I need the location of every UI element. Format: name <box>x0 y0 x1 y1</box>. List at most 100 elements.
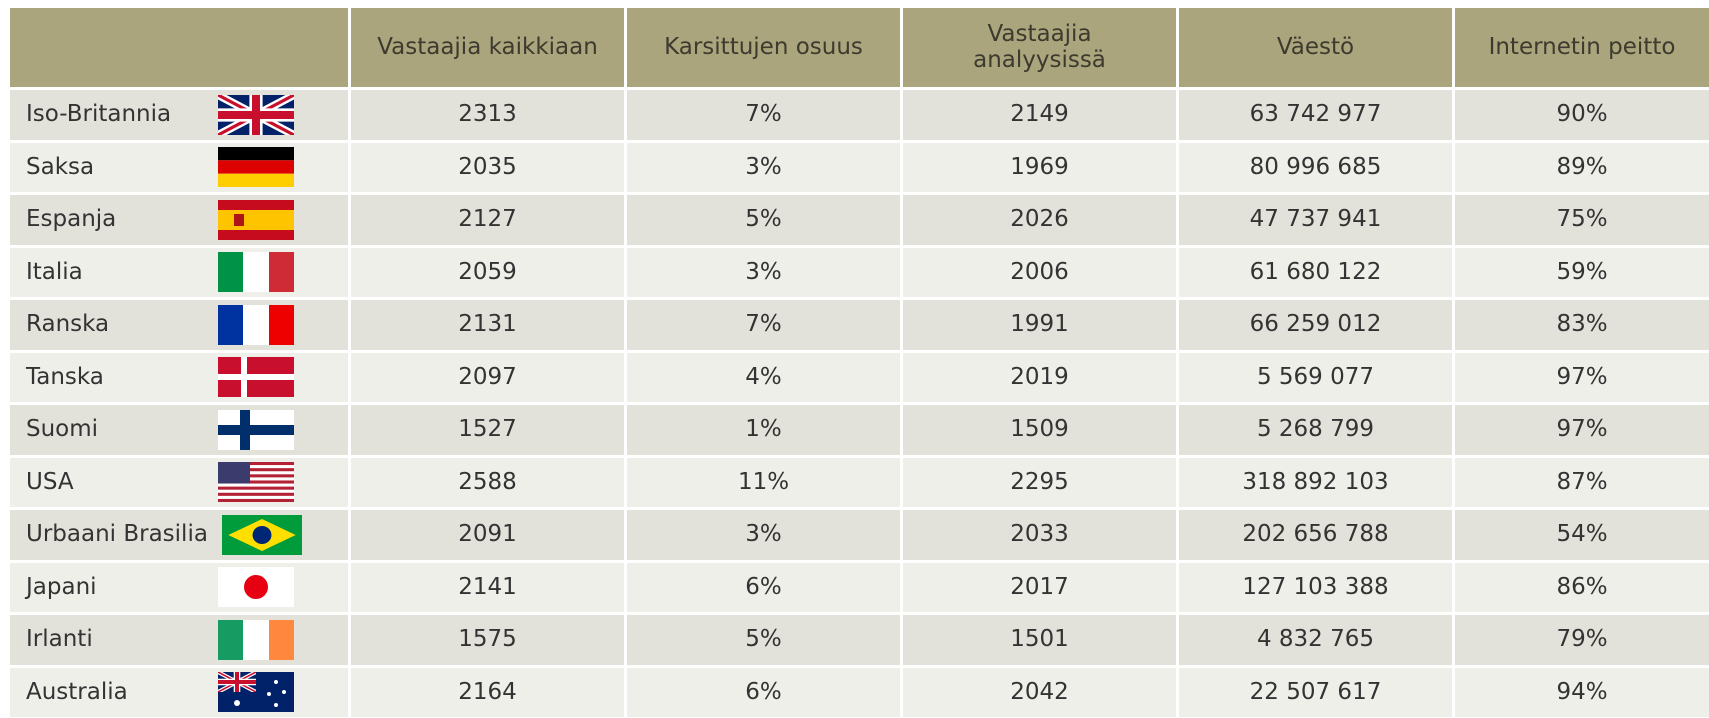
data-cell: 1% <box>627 405 900 455</box>
country-cell: Espanja <box>10 195 348 245</box>
data-cell: 1575 <box>351 615 624 665</box>
cell-text: 2295 <box>1010 468 1069 495</box>
cell-text: 202 656 788 <box>1242 521 1389 548</box>
cell-text: 2035 <box>458 153 517 180</box>
cell-text: 3% <box>745 258 782 285</box>
data-cell: 7% <box>627 90 900 140</box>
flag-icon <box>218 199 294 240</box>
data-cell: 80 996 685 <box>1179 142 1452 192</box>
data-cell: 2149 <box>903 90 1176 140</box>
cell-text: 2026 <box>1010 206 1069 233</box>
cell-text: 3% <box>745 521 782 548</box>
data-cell: 79% <box>1455 615 1709 665</box>
data-cell: 2059 <box>351 247 624 297</box>
cell-text: 11% <box>737 468 790 495</box>
cell-text: 2033 <box>1010 521 1069 548</box>
data-cell: 59% <box>1455 247 1709 297</box>
cell-text: Espanja <box>26 206 117 233</box>
cell-text: 5% <box>745 626 782 653</box>
data-cell: 2033 <box>903 510 1176 560</box>
data-cell: 2131 <box>351 300 624 350</box>
country-cell: Urbaani Brasilia <box>10 510 348 560</box>
cell-text: 2097 <box>458 363 517 390</box>
cell-text: Saksa <box>26 153 95 180</box>
data-cell: 3% <box>627 247 900 297</box>
cell-text: 2059 <box>458 258 517 285</box>
cell-text: 2164 <box>458 678 517 705</box>
cell-text: Vastaajia kaikkiaan <box>377 33 598 60</box>
data-cell: 5% <box>627 615 900 665</box>
cell-text: Iso-Britannia <box>26 101 172 128</box>
cell-text: 97% <box>1556 363 1608 390</box>
cell-text: 89% <box>1556 153 1608 180</box>
cell-text: 2017 <box>1010 573 1069 600</box>
cell-text: 1509 <box>1010 416 1069 443</box>
cell-text: 79% <box>1556 626 1608 653</box>
data-cell: 202 656 788 <box>1179 510 1452 560</box>
cell-text: 4% <box>745 363 782 390</box>
cell-text: 75% <box>1556 206 1608 233</box>
cell-text: Tanska <box>26 363 104 390</box>
cell-text: 5% <box>745 206 782 233</box>
flag-icon <box>218 147 294 188</box>
cell-text: 47 737 941 <box>1249 206 1382 233</box>
flag-icon <box>218 462 294 503</box>
cell-text: 7% <box>745 311 782 338</box>
flag-icon <box>218 94 294 135</box>
data-cell: 87% <box>1455 457 1709 507</box>
flag-icon <box>218 304 294 345</box>
cell-text: Japani <box>26 573 97 600</box>
data-cell: 1969 <box>903 142 1176 192</box>
data-cell: 5 569 077 <box>1179 352 1452 402</box>
data-cell: 2006 <box>903 247 1176 297</box>
country-cell: USA <box>10 457 348 507</box>
cell-text: 1575 <box>458 626 517 653</box>
cell-text: 54% <box>1556 521 1608 548</box>
data-cell: 3% <box>627 142 900 192</box>
cell-text: 5 569 077 <box>1256 363 1375 390</box>
data-cell: 6% <box>627 667 900 717</box>
data-cell: 2164 <box>351 667 624 717</box>
data-cell: 63 742 977 <box>1179 90 1452 140</box>
cell-text: 4 832 765 <box>1256 626 1375 653</box>
cell-text: Karsittujen osuus <box>664 33 863 60</box>
column-header: Vastaajia kaikkiaan <box>351 8 624 87</box>
cell-text: 318 892 103 <box>1242 468 1389 495</box>
data-cell: 2141 <box>351 562 624 612</box>
cell-text: 22 507 617 <box>1249 678 1382 705</box>
cell-text: Internetin peitto <box>1488 33 1676 60</box>
data-cell: 89% <box>1455 142 1709 192</box>
data-cell: 1501 <box>903 615 1176 665</box>
flag-icon <box>222 514 302 555</box>
flag-icon <box>218 409 294 450</box>
data-cell: 1527 <box>351 405 624 455</box>
country-cell: Japani <box>10 562 348 612</box>
table: Vastaajia kaikkiaan Karsittujen osuus Vast… <box>10 8 1709 717</box>
data-cell: 2313 <box>351 90 624 140</box>
cell-text: 7% <box>745 101 782 128</box>
header-corner <box>10 8 348 87</box>
cell-text: 6% <box>745 678 782 705</box>
cell-text: 2149 <box>1010 101 1069 128</box>
data-cell: 47 737 941 <box>1179 195 1452 245</box>
cell-text: 127 103 388 <box>1242 573 1389 600</box>
cell-text: 2313 <box>458 101 517 128</box>
column-header: Karsittujen osuus <box>627 8 900 87</box>
column-header: Vastaajia analyysissä <box>903 8 1176 87</box>
cell-text: Urbaani Brasilia <box>26 521 208 548</box>
cell-text: 2006 <box>1010 258 1069 285</box>
data-cell: 75% <box>1455 195 1709 245</box>
column-header: Väestö <box>1179 8 1452 87</box>
data-cell: 6% <box>627 562 900 612</box>
cell-text: Irlanti <box>26 626 93 653</box>
country-cell: Ranska <box>10 300 348 350</box>
cell-text: 1% <box>745 416 782 443</box>
cell-text: 1991 <box>1010 311 1069 338</box>
data-cell: 318 892 103 <box>1179 457 1452 507</box>
data-cell: 2017 <box>903 562 1176 612</box>
cell-text: Australia <box>26 678 128 705</box>
data-cell: 7% <box>627 300 900 350</box>
data-cell: 2091 <box>351 510 624 560</box>
data-cell: 1991 <box>903 300 1176 350</box>
